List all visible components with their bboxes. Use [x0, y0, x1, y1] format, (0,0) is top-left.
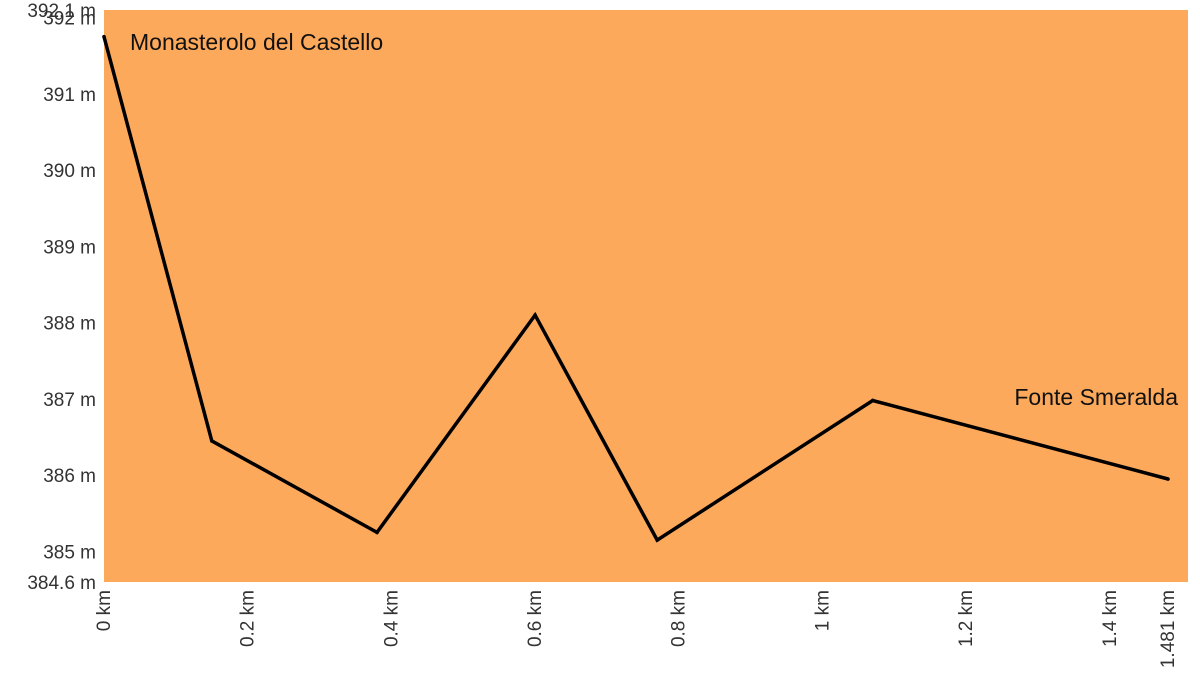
- y-tick-label: 384.6 m: [27, 573, 96, 594]
- data-point: [870, 398, 875, 403]
- y-tick-label: 387 m: [43, 390, 96, 411]
- data-point: [375, 530, 379, 535]
- y-tick-label: 391 m: [43, 85, 96, 106]
- data-point: [655, 538, 659, 542]
- y-tick-label: 386 m: [43, 466, 96, 487]
- y-tick-label: 385 m: [43, 542, 96, 563]
- annotation-end-point: Fonte Smeralda: [1014, 384, 1178, 410]
- x-tick-label: 0.4 km: [381, 590, 402, 647]
- x-tick-label: 1.4 km: [1100, 590, 1121, 647]
- series-group: [102, 34, 1170, 543]
- x-tick-label: 1.481 km: [1158, 590, 1179, 668]
- x-tick-label: 0.6 km: [525, 590, 546, 647]
- annotation-start-point: Monasterolo del Castello: [130, 29, 383, 55]
- x-tick-label: 0 km: [94, 590, 115, 631]
- x-tick-label: 0.2 km: [238, 590, 259, 647]
- y-tick-label: 388 m: [43, 314, 96, 335]
- y-tick-label: 390 m: [43, 161, 96, 182]
- data-point: [533, 313, 537, 317]
- y-tick-label: 392 m: [43, 9, 96, 30]
- data-point: [1166, 477, 1170, 481]
- data-point: [209, 439, 214, 443]
- y-tick-label: 389 m: [43, 237, 96, 258]
- x-tick-label: 1 km: [812, 590, 833, 631]
- y-tick-label: 392.1 m: [27, 1, 96, 22]
- plot-background: [104, 10, 1188, 582]
- x-axis-labels: 0 km 0.2 km 0.4 km 0.6 km 0.8 km 1 km 1.2 km 1.…: [94, 590, 1179, 668]
- data-point: [102, 34, 106, 39]
- x-tick-label: 0.8 km: [669, 590, 690, 647]
- x-tick-label: 1.2 km: [956, 590, 977, 647]
